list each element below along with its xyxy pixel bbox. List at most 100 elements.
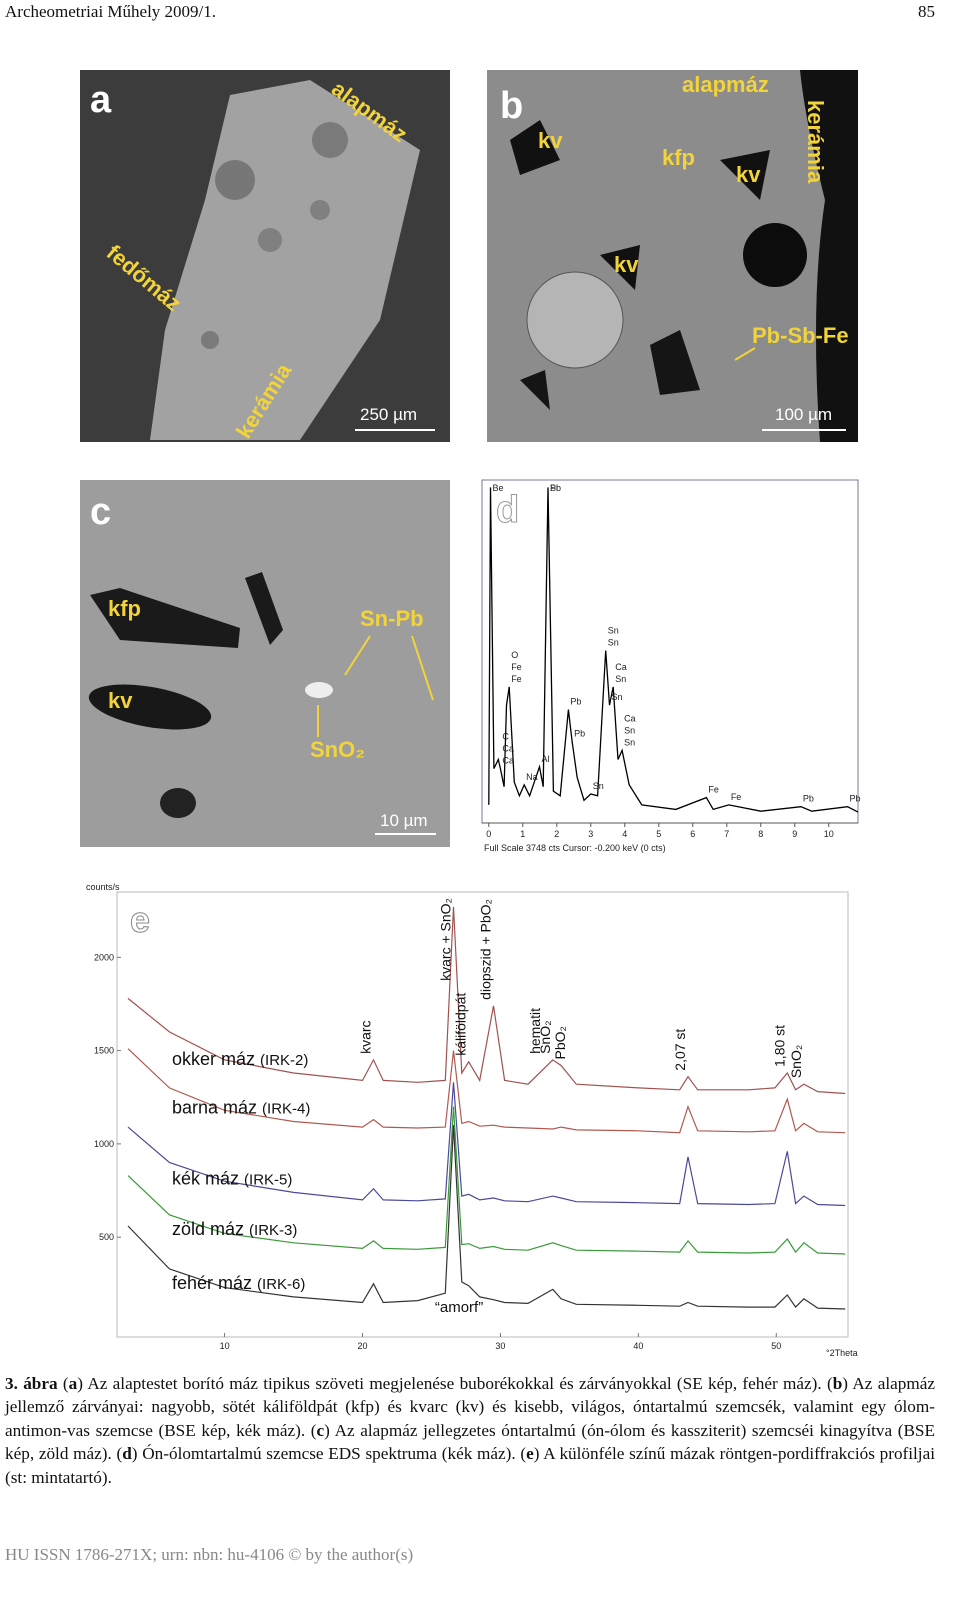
x-tick-label: 0	[486, 829, 491, 839]
bubble	[201, 331, 219, 349]
peak-label: O	[511, 650, 518, 660]
caption-segment: ) A különféle színű mázak röntgen-pordif…	[5, 1444, 935, 1487]
peak-label: Fe	[511, 662, 522, 672]
label: kfp	[108, 596, 141, 621]
series-label: kék máz (IRK-5)	[172, 1168, 292, 1188]
peak-label: Pb	[550, 483, 561, 493]
x-tick-label: 5	[656, 829, 661, 839]
peak-label: Ca	[615, 662, 627, 672]
caption-segment: c	[316, 1420, 325, 1440]
series-label: fehér máz (IRK-6)	[172, 1273, 305, 1293]
panel-letter: c	[90, 491, 111, 533]
y-axis-label: counts/s	[86, 882, 120, 892]
series-code: (IRK-4)	[262, 1100, 310, 1117]
caption-segment: ) Az alapmáz jellemző zárványai: nagyobb…	[5, 1374, 935, 1440]
page-number: 85	[918, 2, 935, 21]
peak-label: Pb	[570, 697, 581, 707]
peak-label: Fe	[708, 785, 719, 795]
label: kv	[108, 688, 133, 713]
x-tick-label: 6	[690, 829, 695, 839]
peak-label: Sn	[615, 674, 626, 684]
peak-label: Pb	[574, 728, 585, 738]
peak-label: Sn	[593, 781, 604, 791]
grain	[510, 120, 560, 175]
series-label: barna máz (IRK-4)	[172, 1097, 310, 1117]
grain	[720, 150, 770, 200]
peak-annotation: diopszid + PbO₂	[478, 899, 494, 1000]
label: Sn-Pb	[360, 606, 424, 631]
x-tick-label: 3	[588, 829, 593, 839]
xrd-profile	[127, 1082, 846, 1207]
peak-label: Ca	[502, 756, 514, 766]
figure: a alapmáz fedőmáz kerámia 250 µm b alapm…	[80, 70, 860, 1358]
bubble	[312, 122, 348, 158]
label: kv	[614, 252, 639, 277]
caption-segment: ) Az alaptestet borító máz tipikus szöve…	[77, 1374, 833, 1393]
scale-label: 250 µm	[360, 405, 417, 424]
y-tick-label: 500	[99, 1232, 114, 1242]
particle	[305, 682, 333, 698]
x-tick-label: 1	[520, 829, 525, 839]
series-name: barna máz	[172, 1097, 257, 1117]
grain	[150, 80, 420, 440]
x-tick-label: 10	[824, 829, 834, 839]
y-tick-label: 1000	[94, 1139, 114, 1149]
caption: 3. ábra (a) Az alaptestet borító máz tip…	[5, 1372, 935, 1489]
ceramic	[800, 70, 858, 442]
peak-label: Fe	[731, 792, 742, 802]
xrd-profile	[127, 906, 846, 1095]
series-code: (IRK-6)	[257, 1276, 305, 1293]
peak-label: Na	[526, 772, 538, 782]
peak-label: Sn	[624, 725, 635, 735]
series-code: (IRK-5)	[244, 1171, 292, 1188]
scale-label: 100 µm	[775, 405, 832, 424]
bubble	[258, 228, 282, 252]
x-tick-label: 10	[220, 1341, 230, 1351]
series-code: (IRK-3)	[249, 1222, 297, 1239]
label: kerámia	[803, 100, 828, 184]
panel-letter: e	[130, 899, 150, 940]
series-label: okker máz (IRK-2)	[172, 1049, 308, 1069]
peak-label: Pb	[803, 794, 814, 804]
label: alapmáz	[682, 72, 769, 97]
caption-segment: 3. ábra	[5, 1374, 58, 1393]
peak-label: Si	[550, 483, 558, 493]
peak-label: Sn	[608, 638, 619, 648]
panel-c: c kfp kv Sn-Pb SnO₂ 10 µm	[80, 480, 450, 847]
grain	[160, 788, 196, 818]
series-label: zöld máz (IRK-3)	[172, 1219, 297, 1239]
y-tick-label: 1500	[94, 1046, 114, 1056]
spectrum	[488, 487, 859, 813]
label: SnO₂	[310, 737, 365, 762]
label: kv	[538, 128, 563, 153]
bubble	[526, 271, 624, 369]
x-axis-label: °2Theta	[826, 1348, 858, 1358]
caption-segment: a	[68, 1374, 78, 1393]
grain	[600, 245, 640, 290]
series-code: (IRK-2)	[260, 1052, 308, 1069]
label: kfp	[662, 145, 695, 170]
peak-annotation: hematit	[527, 1008, 543, 1054]
eds-footer: Full Scale 3748 cts Cursor: -0.200 keV (…	[484, 843, 666, 853]
x-tick-label: 7	[724, 829, 729, 839]
grain	[650, 330, 700, 395]
grain	[520, 370, 550, 410]
peak-annotation: 2,07 st	[672, 1029, 688, 1071]
panel-letter: a	[90, 79, 112, 121]
peak-label: Be	[492, 483, 503, 493]
footer: HU ISSN 1786-271X; urn: nbn: hu-4106 © b…	[5, 1545, 414, 1564]
peak-label: Ca	[502, 744, 514, 754]
caption-segment: d	[122, 1444, 132, 1464]
caption-segment: e	[526, 1444, 534, 1464]
panel-letter: b	[500, 85, 523, 127]
arrow	[411, 635, 434, 701]
journal: Archeometriai Műhely 2009/1.	[5, 2, 217, 21]
series-name: fehér máz	[172, 1273, 252, 1293]
bubble	[743, 223, 807, 287]
bubble	[215, 160, 255, 200]
arrow	[344, 635, 371, 676]
label: Pb-Sb-Fe	[752, 323, 849, 348]
label: kv	[736, 162, 761, 187]
caption-segment: ) Az alapmáz jellegzetes óntartalmú (ón-…	[5, 1420, 935, 1464]
